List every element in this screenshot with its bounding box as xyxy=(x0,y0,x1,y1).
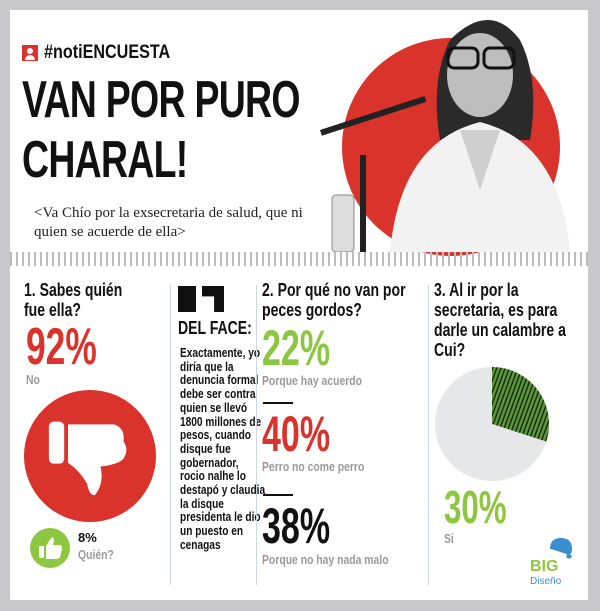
label-perro: Perro no come perro xyxy=(262,459,365,474)
pct-no: 92% xyxy=(26,318,97,376)
tick-divider xyxy=(10,252,588,266)
label-acuerdo: Porque hay acuerdo xyxy=(262,373,362,388)
question-1: 1. Sabes quién fue ella? xyxy=(24,280,123,320)
hashtag-tag: #notiENCUESTA xyxy=(22,42,192,64)
pie-slice-si xyxy=(492,366,550,442)
hashtag-text: #notiENCUESTA xyxy=(44,42,171,63)
pct-perro: 40% xyxy=(262,406,331,462)
elephant-logo-icon xyxy=(550,538,573,559)
column-divider xyxy=(256,285,257,585)
question-3: 3. Al ir por la secretaria, es para darl… xyxy=(434,280,566,360)
title-line-1: VAN POR PURO xyxy=(22,71,300,129)
label-who: Quién? xyxy=(78,547,114,562)
user-icon xyxy=(22,45,38,61)
pct-si: 30% xyxy=(444,481,507,533)
brand-big: BIG xyxy=(530,558,559,575)
pct-who: 8% xyxy=(78,530,97,545)
title-line-2: CHARAL! xyxy=(22,131,188,189)
label-si: Si xyxy=(444,531,454,546)
column-divider xyxy=(428,285,429,585)
divider xyxy=(263,494,293,496)
pct-acuerdo: 22% xyxy=(262,320,331,376)
pie-slice-other xyxy=(434,366,547,482)
question-2: 2. Por qué no van por peces gordos? xyxy=(262,280,406,320)
brand-diseno: Diseño xyxy=(530,576,562,587)
column-divider xyxy=(170,285,171,585)
thumbs-down-icon xyxy=(24,390,156,522)
pie-chart xyxy=(434,366,550,482)
pct-nada-malo: 38% xyxy=(262,498,331,554)
face-heading: DEL FACE: xyxy=(178,318,252,338)
subtitle: <Va Chío por la exsecretaria de salud, q… xyxy=(34,205,303,240)
speaker-photo xyxy=(320,20,570,252)
quote-mark-icon xyxy=(178,286,196,312)
label-nada-malo: Porque no hay nada malo xyxy=(262,552,389,567)
thumbs-up-icon xyxy=(30,528,70,568)
label-no: No xyxy=(26,372,40,387)
divider xyxy=(263,402,293,404)
face-comment: Exactamente, yo diría que la denuncia fo… xyxy=(180,345,266,552)
